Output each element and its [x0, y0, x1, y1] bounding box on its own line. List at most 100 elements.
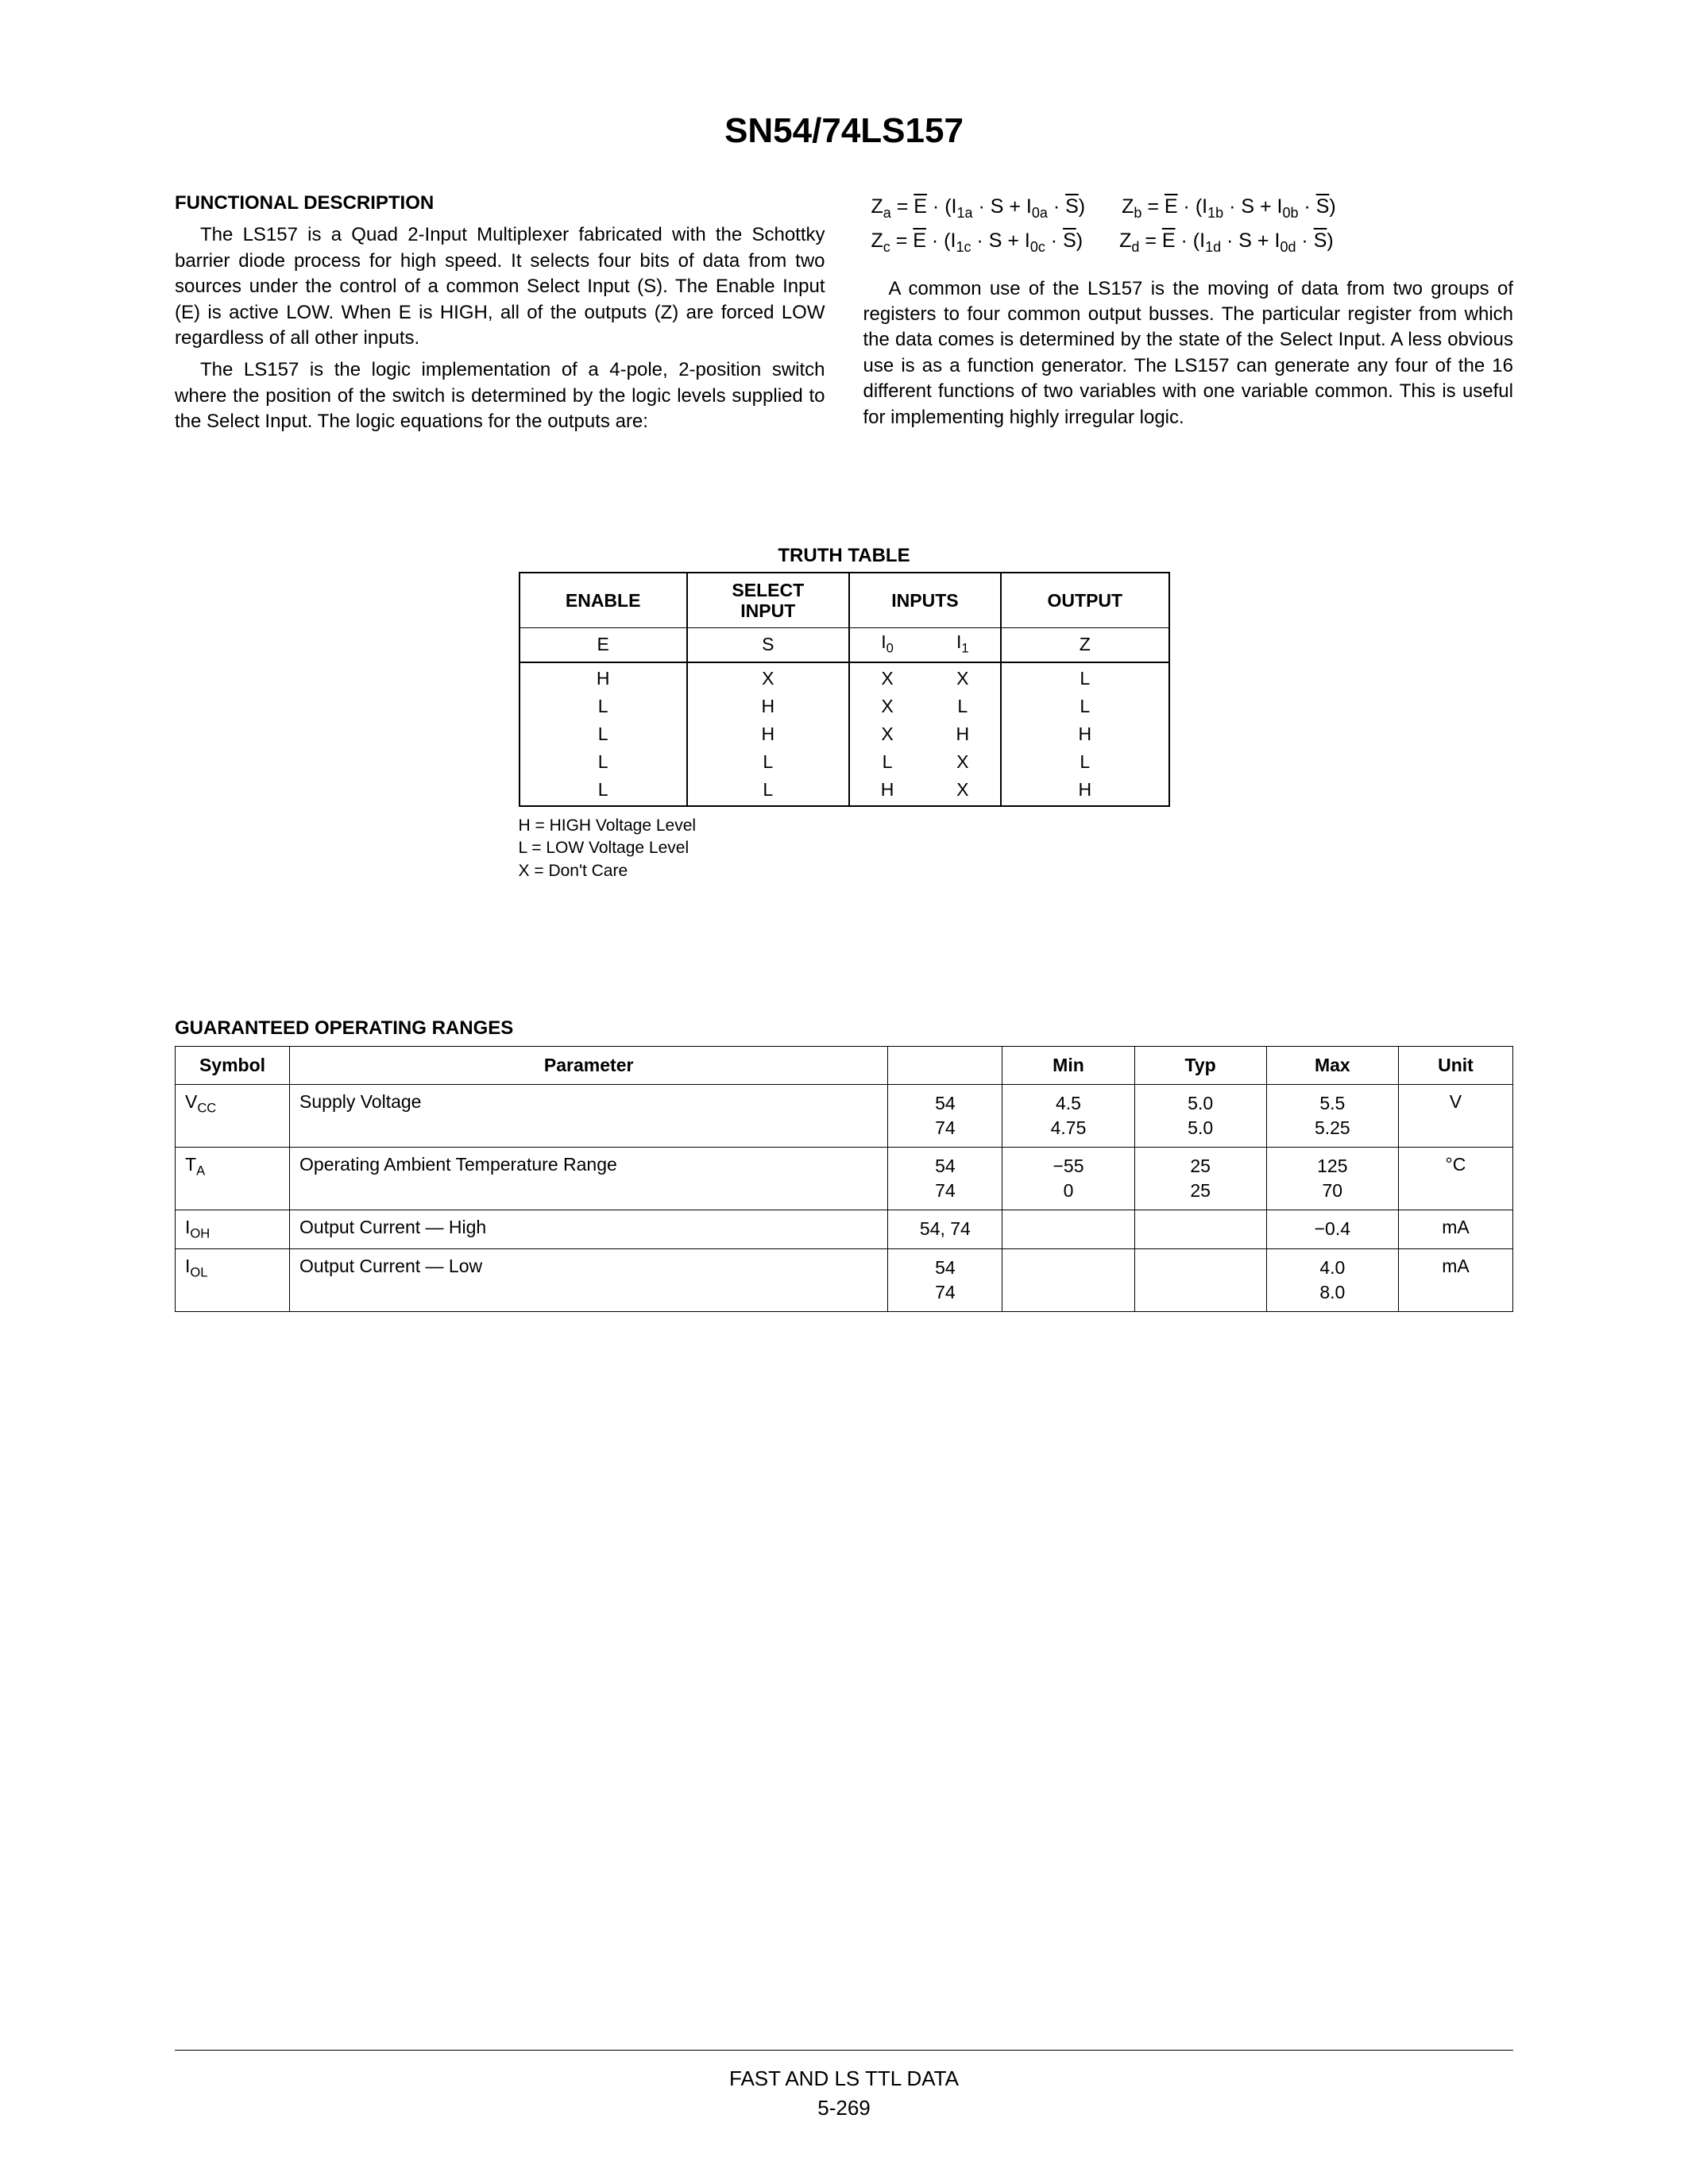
cell-max: 12570 [1266, 1148, 1398, 1210]
th-select: SELECTINPUT [687, 573, 849, 628]
table-cell: L [1001, 748, 1168, 776]
right-column: Za = E · (I1a · S + I0a · S) Zb = E · (I… [863, 191, 1514, 442]
table-row: LHXHH [520, 720, 1169, 748]
truth-table-body: HXXXLLHXLLLHXHHLLLXLLLHXH [520, 662, 1169, 806]
table-cell: X [925, 748, 1001, 776]
table-cell: H [520, 662, 687, 693]
functional-description-heading: FUNCTIONAL DESCRIPTION [175, 191, 825, 216]
cell-symbol: TA [176, 1148, 290, 1210]
th-z: Z [1001, 628, 1168, 662]
legend-l: L = LOW Voltage Level [519, 837, 1170, 859]
table-row: TAOperating Ambient Temperature Range547… [176, 1148, 1513, 1210]
cell-typ [1134, 1248, 1266, 1311]
ranges-body: VCCSupply Voltage54744.54.755.05.05.55.2… [176, 1085, 1513, 1312]
page-footer: FAST AND LS TTL DATA 5-269 [175, 2050, 1513, 2120]
table-row: VCCSupply Voltage54744.54.755.05.05.55.2… [176, 1085, 1513, 1148]
table-cell: L [687, 776, 849, 806]
left-column: FUNCTIONAL DESCRIPTION The LS157 is a Qu… [175, 191, 825, 442]
table-cell: L [687, 748, 849, 776]
cell-max: −0.4 [1266, 1210, 1398, 1249]
table-cell: H [687, 693, 849, 720]
cell-device: 5474 [888, 1248, 1002, 1311]
datasheet-page: SN54/74LS157 FUNCTIONAL DESCRIPTION The … [0, 0, 1688, 2184]
th-min: Min [1002, 1047, 1134, 1085]
cell-max: 5.55.25 [1266, 1085, 1398, 1148]
th-device [888, 1047, 1002, 1085]
table-cell: X [925, 776, 1001, 806]
table-cell: L [1001, 662, 1168, 693]
th-i1: I1 [925, 628, 1001, 662]
footer-line-1: FAST AND LS TTL DATA [175, 2066, 1513, 2091]
operating-ranges-table: Symbol Parameter Min Typ Max Unit VCCSup… [175, 1046, 1513, 1312]
truth-table-title: TRUTH TABLE [519, 545, 1170, 567]
cell-unit: °C [1398, 1148, 1512, 1210]
logic-equations: Za = E · (I1a · S + I0a · S) Zb = E · (I… [863, 191, 1514, 259]
table-cell: L [1001, 693, 1168, 720]
th-inputs: INPUTS [849, 573, 1001, 628]
two-column-body: FUNCTIONAL DESCRIPTION The LS157 is a Qu… [175, 191, 1513, 442]
equation-za: Za = E · (I1a · S + I0a · S) [871, 191, 1086, 225]
legend-h: H = HIGH Voltage Level [519, 815, 1170, 837]
cell-typ: 5.05.0 [1134, 1085, 1266, 1148]
truth-table: ENABLE SELECTINPUT INPUTS OUTPUT E S I0 … [519, 572, 1170, 807]
table-cell: L [520, 776, 687, 806]
table-row: IOHOutput Current — High54, 74−0.4mA [176, 1210, 1513, 1249]
footer-page-number: 5-269 [175, 2096, 1513, 2120]
paragraph-3: A common use of the LS157 is the moving … [863, 276, 1514, 430]
cell-device: 5474 [888, 1085, 1002, 1148]
table-cell: H [925, 720, 1001, 748]
table-cell: L [520, 720, 687, 748]
cell-parameter: Supply Voltage [290, 1085, 888, 1148]
th-max: Max [1266, 1047, 1398, 1085]
cell-symbol: IOL [176, 1248, 290, 1311]
table-cell: H [849, 776, 925, 806]
truth-table-legend: H = HIGH Voltage Level L = LOW Voltage L… [519, 815, 1170, 882]
table-cell: H [687, 720, 849, 748]
table-cell: X [925, 662, 1001, 693]
cell-min [1002, 1248, 1134, 1311]
table-row: LLHXH [520, 776, 1169, 806]
truth-table-section: TRUTH TABLE ENABLE SELECTINPUT INPUTS OU… [519, 545, 1170, 883]
th-i0: I0 [849, 628, 925, 662]
cell-typ: 2525 [1134, 1148, 1266, 1210]
th-unit: Unit [1398, 1047, 1512, 1085]
cell-symbol: IOH [176, 1210, 290, 1249]
cell-parameter: Operating Ambient Temperature Range [290, 1148, 888, 1210]
table-cell: X [849, 693, 925, 720]
th-typ: Typ [1134, 1047, 1266, 1085]
cell-typ [1134, 1210, 1266, 1249]
paragraph-1: The LS157 is a Quad 2-Input Multiplexer … [175, 222, 825, 351]
table-row: HXXXL [520, 662, 1169, 693]
th-enable: ENABLE [520, 573, 687, 628]
table-row: LLLXL [520, 748, 1169, 776]
table-cell: L [925, 693, 1001, 720]
cell-parameter: Output Current — Low [290, 1248, 888, 1311]
equation-zc: Zc = E · (I1c · S + I0c · S) [871, 225, 1083, 259]
table-cell: X [687, 662, 849, 693]
th-output: OUTPUT [1001, 573, 1168, 628]
cell-min [1002, 1210, 1134, 1249]
table-cell: L [520, 748, 687, 776]
cell-min: −550 [1002, 1148, 1134, 1210]
table-cell: H [1001, 720, 1168, 748]
part-number-title: SN54/74LS157 [175, 111, 1513, 151]
cell-min: 4.54.75 [1002, 1085, 1134, 1148]
table-row: IOLOutput Current — Low5474 4.08.0mA [176, 1248, 1513, 1311]
table-cell: H [1001, 776, 1168, 806]
legend-x: X = Don't Care [519, 860, 1170, 882]
cell-unit: V [1398, 1085, 1512, 1148]
cell-unit: mA [1398, 1248, 1512, 1311]
cell-symbol: VCC [176, 1085, 290, 1148]
equation-zb: Zb = E · (I1b · S + I0b · S) [1122, 191, 1336, 225]
operating-ranges-heading: GUARANTEED OPERATING RANGES [175, 1017, 1513, 1040]
th-parameter: Parameter [290, 1047, 888, 1085]
table-cell: X [849, 662, 925, 693]
table-cell: L [520, 693, 687, 720]
cell-unit: mA [1398, 1210, 1512, 1249]
paragraph-2: The LS157 is the logic implementation of… [175, 357, 825, 434]
equation-zd: Zd = E · (I1d · S + I0d · S) [1119, 225, 1334, 259]
th-s: S [687, 628, 849, 662]
th-e: E [520, 628, 687, 662]
table-row: LHXLL [520, 693, 1169, 720]
cell-max: 4.08.0 [1266, 1248, 1398, 1311]
